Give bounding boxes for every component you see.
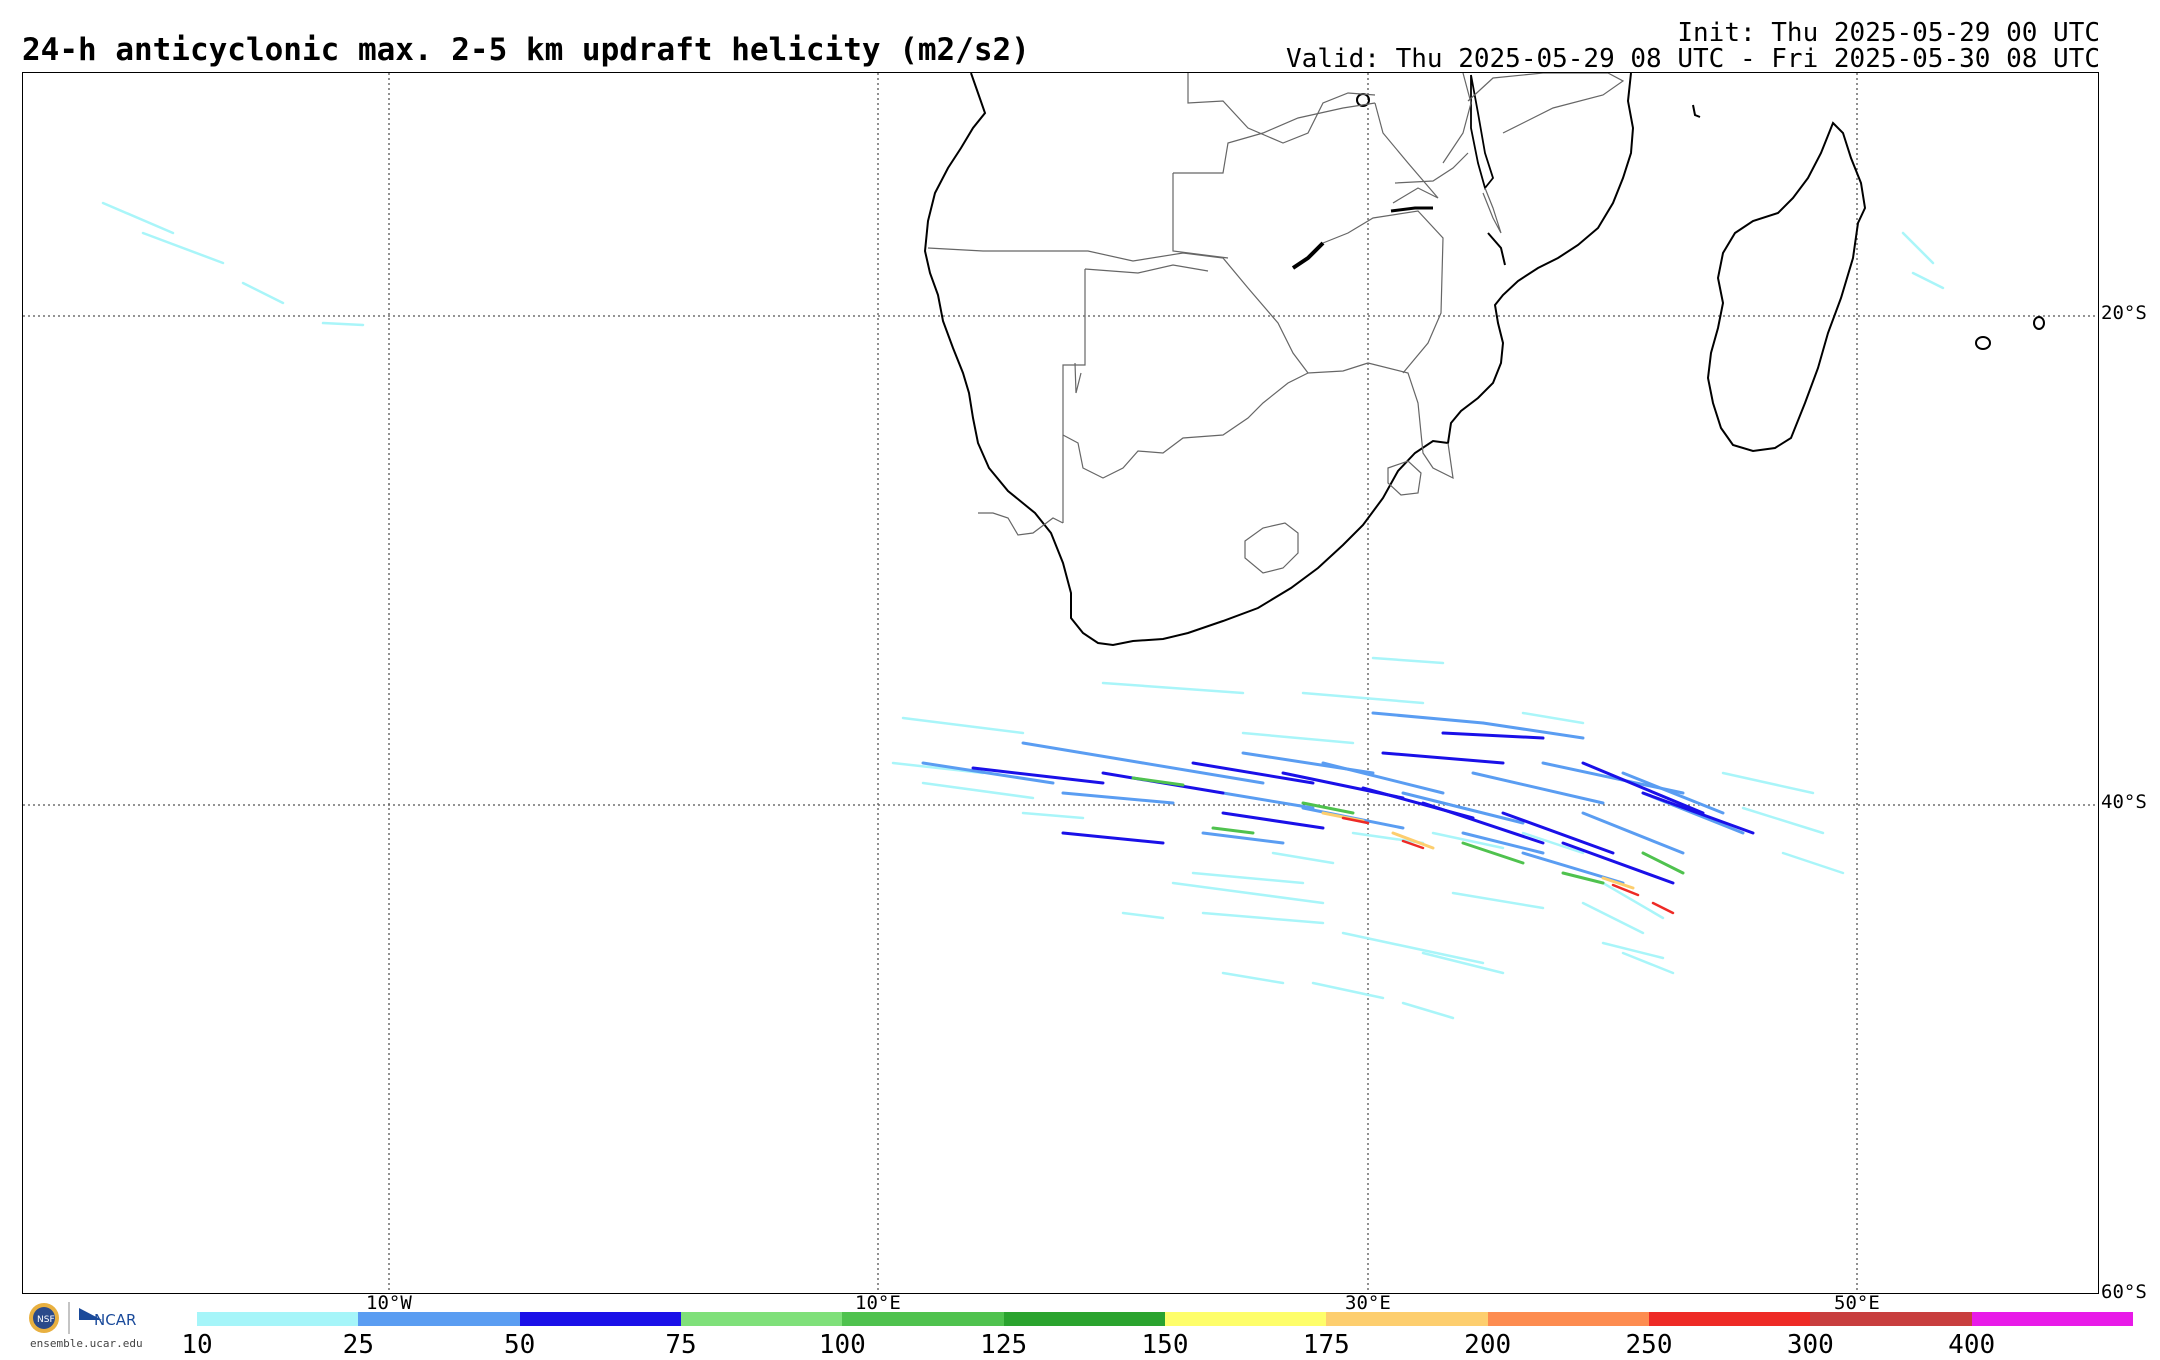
country-borders: [927, 73, 1625, 574]
lake-cahora: [1291, 241, 1325, 270]
lat-label-20s: 20°S: [2101, 302, 2147, 324]
colorbar-tick-label: 25: [342, 1330, 374, 1360]
colorbar-segment: [842, 1312, 1004, 1326]
river-zambezi: [1487, 232, 1506, 266]
lon-label-50e: 50°E: [1834, 1292, 1880, 1314]
colorbar-segment: [1164, 1312, 1327, 1326]
islet-coastline: [1692, 104, 1701, 118]
logo-icon: NSF NCAR: [29, 1302, 136, 1334]
lake-malawi: [1470, 74, 1495, 190]
colorbar-tick-label: 10: [181, 1330, 213, 1360]
colorbar-tick-label: 50: [504, 1330, 536, 1360]
map-panel: [22, 72, 2099, 1294]
lon-label-10w: 10°W: [366, 1292, 412, 1314]
colorbar-segment: [1487, 1312, 1649, 1326]
colorbar-tick-label: 150: [1141, 1330, 1189, 1360]
colorbar: [197, 1312, 2133, 1326]
colorbar-tick-label: 250: [1625, 1330, 1673, 1360]
graticule: [23, 73, 2098, 1293]
swath-25-50: [921, 711, 1745, 885]
nsf-ncar-logo: NSF NCAR: [24, 1298, 154, 1350]
lat-label-60s: 60°S: [2101, 1281, 2147, 1303]
init-valid-times: Init: Thu 2025-05-29 00 UTC Valid: Thu 2…: [1286, 20, 2100, 72]
swath-10-25: [101, 201, 1945, 1020]
lon-label-30e: 30°E: [1345, 1292, 1391, 1314]
colorbar-tick-label: 75: [665, 1330, 697, 1360]
colorbar-segment: [358, 1312, 520, 1326]
swath-250-300: [1341, 816, 1675, 915]
svg-text:NSF: NSF: [37, 1315, 55, 1325]
colorbar-segment: [519, 1312, 681, 1326]
colorbar-segment: [1326, 1312, 1488, 1326]
colorbar-segment: [1971, 1312, 2133, 1326]
mauritius-coastline: [1975, 336, 1991, 350]
colorbar-tick-label: 400: [1948, 1330, 1996, 1360]
lon-label-10e: 10°E: [855, 1292, 901, 1314]
colorbar-tick-label: 125: [980, 1330, 1028, 1360]
colorbar-tick-label: 200: [1464, 1330, 1512, 1360]
init-time: Init: Thu 2025-05-29 00 UTC: [1677, 18, 2100, 48]
map-canvas: [23, 73, 2098, 1293]
valid-time: Valid: Thu 2025-05-29 08 UTC - Fri 2025-…: [1286, 44, 2100, 74]
colorbar-segment: [1003, 1312, 1165, 1326]
colorbar-segment: [1810, 1312, 1972, 1326]
lake-kariba: [1390, 206, 1433, 213]
colorbar-segment: [1648, 1312, 1811, 1326]
reunion-coastline: [2033, 316, 2045, 330]
logo-org: NCAR: [94, 1311, 136, 1329]
map-title: 24-h anticyclonic max. 2-5 km updraft he…: [22, 32, 1030, 68]
colorbar-segment: [680, 1312, 843, 1326]
africa-coastline: [923, 73, 1635, 647]
madagascar-coastline: [1706, 121, 1867, 453]
colorbar-tick-label: 100: [818, 1330, 866, 1360]
helicity-swaths: [101, 201, 1945, 1020]
colorbar-tick-label: 175: [1302, 1330, 1350, 1360]
colorbar-tick-label: 300: [1786, 1330, 1834, 1360]
swath-50-75: [971, 731, 1755, 885]
lat-label-40s: 40°S: [2101, 791, 2147, 813]
colorbar-segment: [197, 1312, 359, 1326]
site-url: ensemble.ucar.edu: [30, 1337, 143, 1350]
swath-75-125: [1131, 776, 1685, 885]
